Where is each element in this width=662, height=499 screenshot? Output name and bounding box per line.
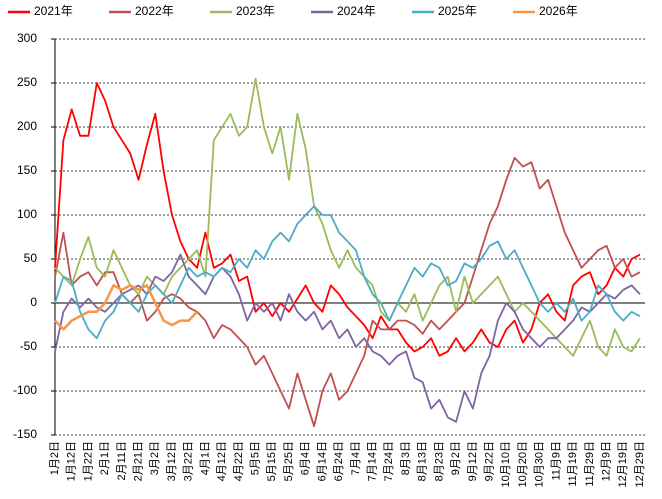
y-tick-label: 0 (30, 295, 37, 309)
legend-label: 2026年 (539, 4, 578, 18)
x-tick-label: 2月21日 (132, 441, 144, 481)
y-tick-label: 250 (17, 75, 37, 89)
series-line (54, 156, 641, 428)
x-tick-label: 5月15日 (266, 441, 278, 481)
y-tick-label: -50 (20, 339, 38, 353)
series-line (54, 284, 199, 331)
x-tick-label: 11月29日 (584, 441, 596, 487)
x-tick-label: 9月12日 (467, 441, 479, 481)
y-tick-label: 200 (17, 119, 37, 133)
series-line (54, 253, 641, 423)
legend-label: 2021年 (34, 4, 73, 18)
x-tick-label: 10月30日 (534, 441, 546, 487)
x-tick-label: 2月11日 (116, 441, 128, 481)
x-tick-label: 4月1日 (199, 441, 211, 475)
x-tick-label: 6月4日 (300, 441, 312, 475)
x-tick-label: 8月13日 (417, 441, 429, 481)
x-tick-label: 7月4日 (350, 441, 362, 475)
x-tick-label: 2月1日 (99, 441, 111, 475)
x-tick-label: 3月22日 (183, 441, 195, 481)
x-tick-label: 4月22日 (233, 441, 245, 481)
series-line (54, 82, 641, 357)
y-tick-label: -100 (13, 383, 37, 397)
x-tick-label: 1月2日 (49, 441, 61, 475)
legend-label: 2022年 (135, 4, 174, 18)
x-tick-label: 3月12日 (166, 441, 178, 481)
x-tick-label: 1月12日 (66, 441, 78, 481)
series-line (54, 205, 641, 340)
x-tick-label: 8月3日 (400, 441, 412, 475)
x-tick-label: 7月14日 (366, 441, 378, 481)
x-tick-label: 11月19日 (567, 441, 579, 487)
x-tick-label: 7月24日 (383, 441, 395, 481)
series-line (54, 77, 641, 357)
y-tick-label: -150 (13, 427, 37, 441)
y-tick-label: 50 (24, 251, 38, 265)
y-tick-label: 100 (17, 207, 37, 221)
x-tick-label: 3月2日 (149, 441, 161, 475)
x-tick-label: 1月22日 (82, 441, 94, 481)
x-tick-label: 5月25日 (283, 441, 295, 481)
x-tick-label: 9月22日 (483, 441, 495, 481)
legend-label: 2025年 (438, 4, 477, 18)
y-tick-label: 300 (17, 31, 37, 45)
x-tick-label: 11月9日 (550, 441, 562, 481)
x-tick-label: 6月24日 (333, 441, 345, 481)
x-tick-label: 8月23日 (433, 441, 445, 481)
x-tick-label: 9月2日 (450, 441, 462, 475)
x-tick-label: 12月29日 (634, 441, 646, 487)
x-tick-label: 10月20日 (517, 441, 529, 487)
x-tick-label: 6月14日 (316, 441, 328, 481)
x-tick-label: 5月5日 (249, 441, 261, 475)
x-tick-label: 12月9日 (600, 441, 612, 481)
x-tick-label: 4月12日 (216, 441, 228, 481)
legend-label: 2024年 (337, 4, 376, 18)
x-tick-label: 10月10日 (500, 441, 512, 487)
x-tick-label: 12月19日 (617, 441, 629, 487)
legend-label: 2023年 (236, 4, 275, 18)
y-tick-label: 150 (17, 163, 37, 177)
